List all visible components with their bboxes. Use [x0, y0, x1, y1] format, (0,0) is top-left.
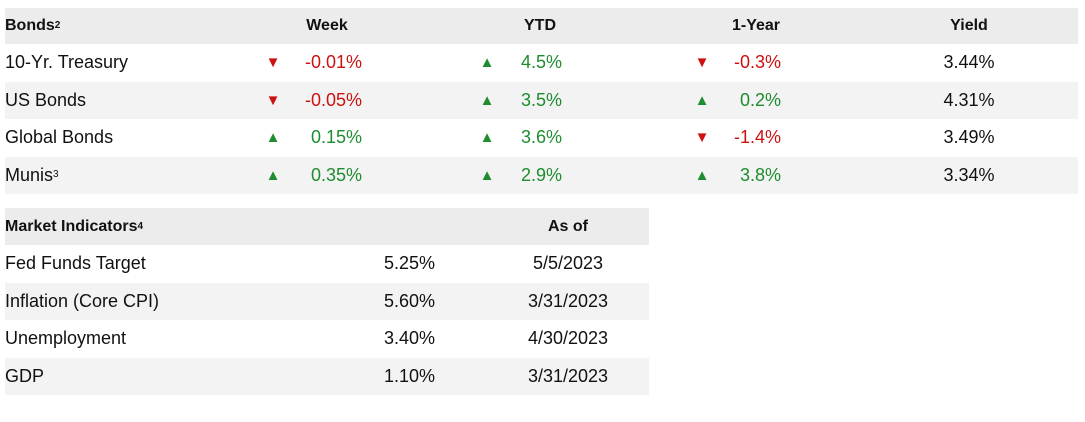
indicator-name: Fed Funds Target	[5, 253, 146, 274]
bond-year-value: -0.3%	[733, 52, 781, 73]
bonds-table: Bonds 2 Week YTD 1-Year Yield 10-Yr. Trea…	[5, 8, 1078, 194]
triangle-down-icon: ▼	[265, 54, 281, 72]
indicator-as-of: 3/31/2023	[527, 365, 609, 386]
bond-year-value: -1.4%	[733, 127, 781, 148]
indicator-as-of: 5/5/2023	[532, 253, 604, 274]
market-indicator-row: Unemployment 3.40% 4/30/2023	[5, 320, 649, 358]
bond-row: Munis 3 ▲ 0.35% ▲ 2.9% ▲ 3.8% 3.34%	[5, 156, 1078, 194]
triangle-up-icon: ▲	[265, 166, 281, 184]
bond-row: US Bonds ▼ -0.05% ▲ 3.5% ▲ 0.2% 4.31%	[5, 81, 1078, 119]
bond-yield-value: 4.31%	[943, 89, 995, 110]
indicator-as-of: 3/31/2023	[527, 290, 609, 311]
bond-name: Global Bonds	[5, 127, 114, 148]
market-indicators-title: Market Indicators 4	[5, 217, 144, 235]
bond-week-value: -0.05%	[304, 89, 362, 110]
triangle-up-icon: ▲	[479, 91, 495, 109]
bond-week-value: 0.35%	[310, 164, 362, 185]
indicator-value: 5.60%	[383, 290, 435, 311]
indicator-as-of: 4/30/2023	[527, 328, 609, 349]
indicator-name: GDP	[5, 365, 45, 386]
column-as-of: As of	[548, 217, 588, 235]
market-indicator-row: Fed Funds Target 5.25% 5/5/2023	[5, 245, 649, 283]
triangle-up-icon: ▲	[479, 54, 495, 72]
indicator-name: Unemployment	[5, 328, 127, 349]
bond-ytd-value: 4.5%	[520, 52, 562, 73]
triangle-down-icon: ▼	[694, 54, 710, 72]
bond-week-value: 0.15%	[310, 127, 362, 148]
indicator-value: 1.10%	[383, 365, 435, 386]
column-ytd: YTD	[524, 17, 556, 34]
triangle-up-icon: ▲	[479, 129, 495, 147]
bond-ytd-value: 3.5%	[520, 89, 562, 110]
bond-yield-value: 3.49%	[943, 127, 995, 148]
bond-yield-value: 3.34%	[943, 164, 995, 185]
bond-name: 10-Yr. Treasury	[5, 52, 129, 73]
market-indicator-row: GDP 1.10% 3/31/2023	[5, 357, 649, 395]
indicator-name: Inflation (Core CPI)	[5, 290, 160, 311]
market-indicator-row: Inflation (Core CPI) 5.60% 3/31/2023	[5, 282, 649, 320]
market-indicators-table: Market Indicators 4 As of Fed Funds Targe…	[5, 208, 649, 395]
triangle-down-icon: ▼	[694, 129, 710, 147]
bond-ytd-value: 3.6%	[520, 127, 562, 148]
bonds-title: Bonds 2	[5, 17, 61, 34]
bond-ytd-value: 2.9%	[520, 164, 562, 185]
indicator-value: 5.25%	[383, 253, 435, 274]
bond-year-value: 0.2%	[739, 89, 781, 110]
indicator-value: 3.40%	[383, 328, 435, 349]
column-week: Week	[306, 17, 348, 34]
bond-year-value: 3.8%	[739, 164, 781, 185]
bond-row: Global Bonds ▲ 0.15% ▲ 3.6% ▼ -1.4% 3.49%	[5, 119, 1078, 157]
column-yield: Yield	[950, 17, 988, 34]
triangle-down-icon: ▼	[265, 91, 281, 109]
triangle-up-icon: ▲	[694, 91, 710, 109]
bond-row: 10-Yr. Treasury ▼ -0.01% ▲ 4.5% ▼ -0.3% 3.44%	[5, 44, 1078, 82]
market-header-row: Market Indicators 4 As of	[5, 208, 649, 245]
bond-name: Munis 3	[5, 164, 59, 185]
triangle-up-icon: ▲	[265, 129, 281, 147]
triangle-up-icon: ▲	[694, 166, 710, 184]
bond-week-value: -0.01%	[304, 52, 362, 73]
bonds-header-row: Bonds 2 Week YTD 1-Year Yield	[5, 8, 1078, 44]
triangle-up-icon: ▲	[479, 166, 495, 184]
bond-yield-value: 3.44%	[943, 52, 995, 73]
column-1-year: 1-Year	[731, 17, 781, 34]
bond-name: US Bonds	[5, 89, 87, 110]
